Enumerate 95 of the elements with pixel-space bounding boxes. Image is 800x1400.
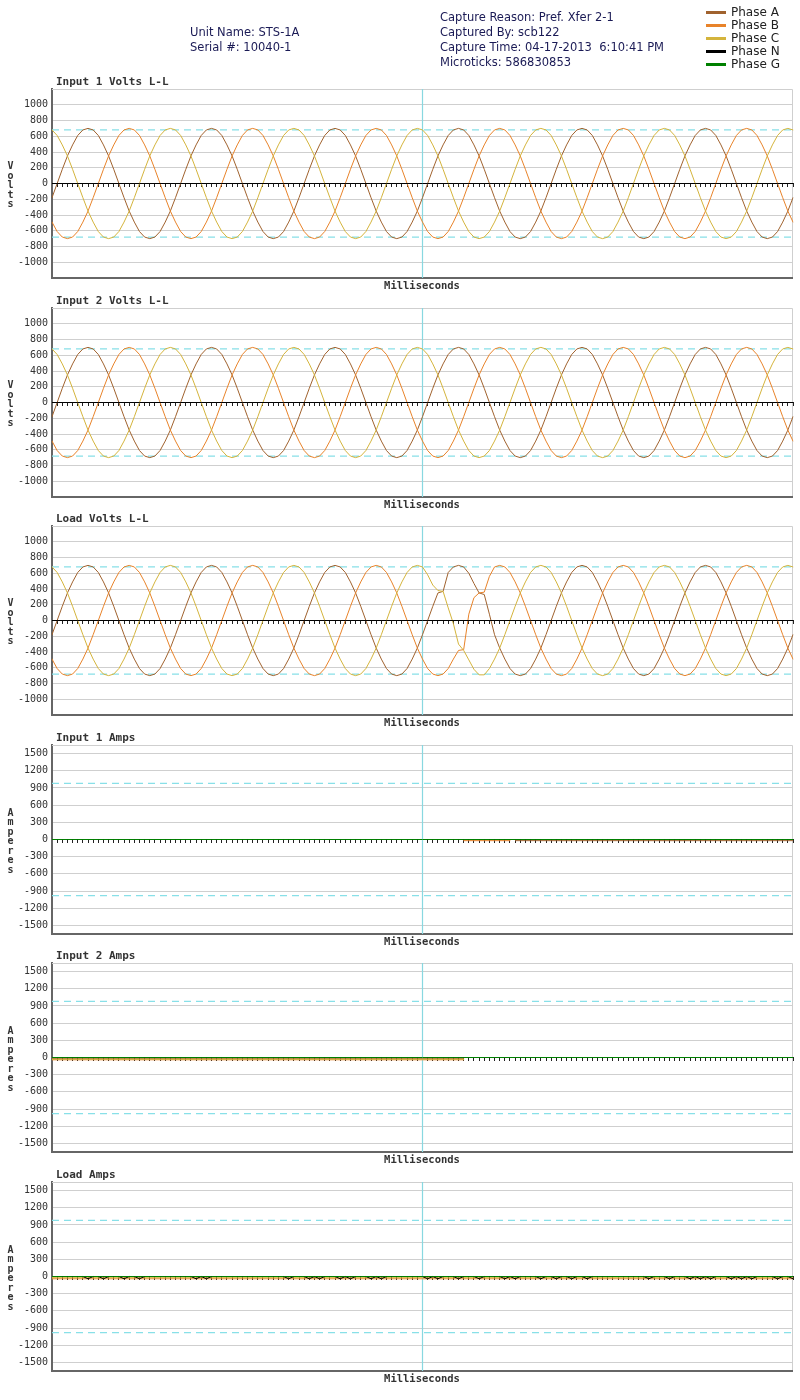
chart-title: Load Volts L-L — [56, 512, 149, 525]
y-tick-label: -300 — [23, 1287, 48, 1299]
y-tick-label: 600 — [29, 348, 48, 360]
y-tick-label: -600 — [23, 661, 48, 673]
y-tick-label: 400 — [29, 145, 48, 157]
text: Captured By: scb122 — [440, 25, 560, 39]
text: Unit Name: STS-1A — [190, 25, 300, 39]
legend-label: Phase C — [731, 31, 780, 45]
y-tick-label: 1200 — [23, 1201, 48, 1213]
text: Capture Time: 04-17-2013 6:10:41 PM — [440, 40, 665, 54]
y-tick-label: 1500 — [23, 1184, 48, 1196]
x-axis-title: Milliseconds — [384, 715, 460, 728]
y-tick-label: 1000 — [23, 317, 48, 329]
y-axis-title: Amperes — [5, 1024, 16, 1091]
y-tick-label: -900 — [23, 1321, 48, 1333]
y-tick-label: -300 — [23, 1068, 48, 1080]
y-tick-label: -600 — [23, 1085, 48, 1097]
y-tick-label: 1200 — [23, 764, 48, 776]
y-tick-label: 0 — [41, 1051, 48, 1063]
y-tick-label: -600 — [23, 443, 48, 455]
y-tick-label: 0 — [41, 177, 48, 189]
y-tick-label: -200 — [23, 192, 48, 204]
text: Serial #: 10040-1 — [190, 40, 292, 54]
y-tick-label: 1200 — [23, 982, 48, 994]
y-tick-label: -400 — [23, 427, 48, 439]
chart-title: Input 1 Amps — [56, 731, 136, 744]
y-tick-label: -1500 — [17, 1356, 48, 1367]
y-tick-label: 800 — [29, 551, 48, 563]
y-tick-label: -800 — [23, 240, 48, 252]
x-axis-title: Milliseconds — [384, 934, 460, 947]
y-tick-label: -1000 — [17, 474, 48, 486]
legend-label: Phase G — [731, 57, 780, 71]
y-tick-label: -600 — [23, 1304, 48, 1316]
y-tick-label: -300 — [23, 850, 48, 862]
y-tick-label: 800 — [29, 114, 48, 126]
y-tick-label: 900 — [29, 781, 48, 793]
y-tick-label: -1200 — [17, 1338, 48, 1350]
y-tick-label: 0 — [41, 1270, 48, 1282]
y-tick-label: -200 — [23, 411, 48, 423]
y-tick-label: -400 — [23, 208, 48, 220]
y-tick-label: 900 — [29, 1218, 48, 1230]
y-tick-label: 200 — [29, 598, 48, 610]
y-tick-label: -800 — [23, 677, 48, 689]
y-tick-label: -200 — [23, 629, 48, 641]
text: Capture Reason: Pref. Xfer 2-1 — [440, 10, 614, 24]
y-tick-label: 300 — [29, 1033, 48, 1045]
y-tick-label: -600 — [23, 867, 48, 879]
y-axis-title: Volts — [5, 378, 16, 427]
y-tick-label: 0 — [41, 396, 48, 408]
y-tick-label: -1500 — [17, 919, 48, 930]
y-axis-title: Amperes — [5, 806, 16, 873]
chart-title: Input 2 Volts L-L — [56, 294, 169, 307]
y-tick-label: -1500 — [17, 1137, 48, 1148]
y-tick-label: -1200 — [17, 901, 48, 913]
y-tick-label: 1500 — [23, 965, 48, 977]
x-axis-title: Milliseconds — [384, 1152, 460, 1165]
y-tick-label: 200 — [29, 380, 48, 392]
y-tick-label: -400 — [23, 645, 48, 657]
y-tick-label: -900 — [23, 884, 48, 896]
y-tick-label: 300 — [29, 1252, 48, 1264]
y-tick-label: 800 — [29, 333, 48, 345]
y-axis-title: Volts — [5, 159, 16, 208]
chart-title: Load Amps — [56, 1168, 116, 1181]
y-axis-title: Amperes — [5, 1243, 16, 1310]
y-tick-label: 400 — [29, 364, 48, 376]
y-tick-label: 1500 — [23, 747, 48, 759]
y-tick-label: 300 — [29, 815, 48, 827]
y-tick-label: 600 — [29, 566, 48, 578]
y-tick-label: 900 — [29, 999, 48, 1011]
legend-label: Phase A — [731, 5, 779, 19]
y-tick-label: 1000 — [23, 535, 48, 547]
y-tick-label: 600 — [29, 1235, 48, 1247]
y-tick-label: -900 — [23, 1102, 48, 1114]
x-axis-title: Milliseconds — [384, 1371, 460, 1384]
y-tick-label: 400 — [29, 582, 48, 594]
chart-title: Input 2 Amps — [56, 949, 136, 962]
y-tick-label: -800 — [23, 459, 48, 471]
y-tick-label: -1000 — [17, 255, 48, 267]
y-tick-label: 600 — [29, 798, 48, 810]
legend-label: Phase N — [731, 44, 780, 58]
y-tick-label: 1000 — [23, 98, 48, 110]
y-tick-label: -1000 — [17, 692, 48, 704]
y-axis-title: Volts — [5, 596, 16, 645]
y-tick-label: 600 — [29, 129, 48, 141]
y-tick-label: -1200 — [17, 1119, 48, 1131]
y-tick-label: 200 — [29, 161, 48, 173]
y-tick-label: -600 — [23, 224, 48, 236]
y-tick-label: 0 — [41, 833, 48, 845]
y-tick-label: 600 — [29, 1016, 48, 1028]
legend-label: Phase B — [731, 18, 779, 32]
x-axis-title: Milliseconds — [384, 497, 460, 510]
chart-title: Input 1 Volts L-L — [56, 75, 169, 88]
y-tick-label: 0 — [41, 614, 48, 626]
x-axis-title: Milliseconds — [384, 278, 460, 291]
text: Microticks: 586830853 — [440, 55, 572, 69]
